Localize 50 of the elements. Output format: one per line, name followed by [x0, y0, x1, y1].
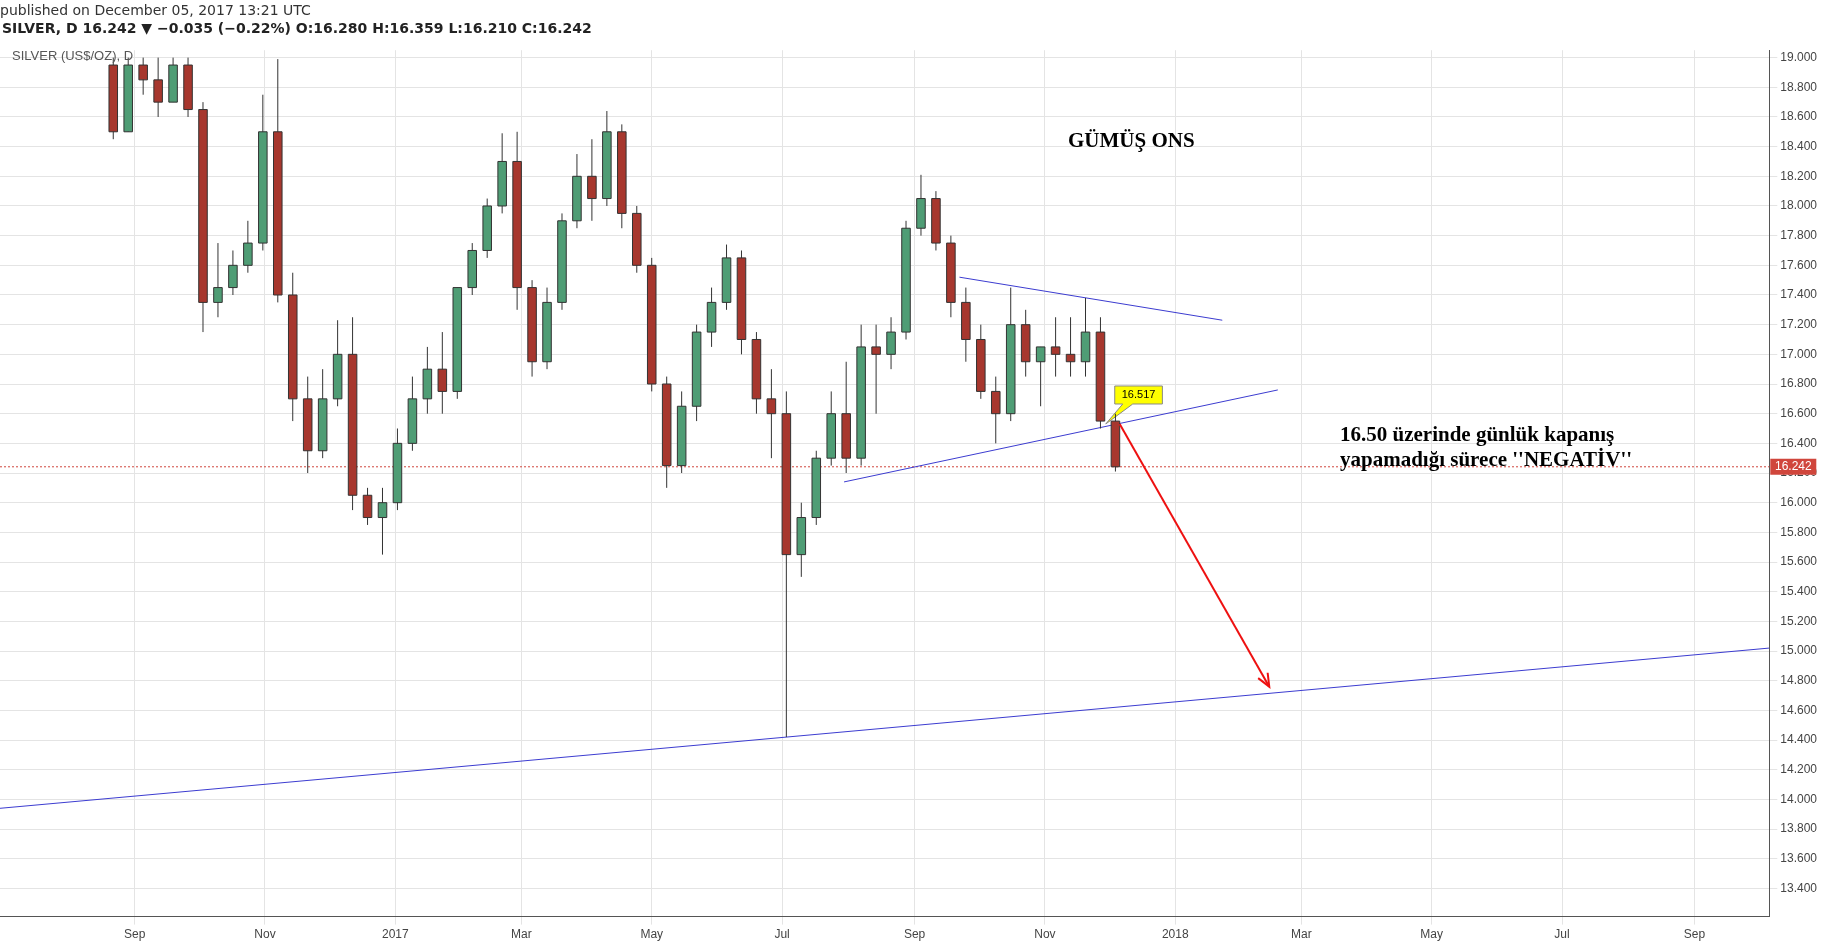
x-tick-label: Sep: [123, 927, 146, 942]
text: published on December 05, 2017 13:21 UTC: [0, 2, 311, 18]
chart-subtitle: SILVER (US$/OZ), D: [12, 48, 134, 63]
y-tick-label: 17.000: [1780, 346, 1818, 361]
x-tick-label: Jul: [1554, 927, 1570, 942]
x-tick-label: Nov: [254, 927, 276, 942]
y-tick-label: 16.800: [1780, 376, 1818, 391]
y-tick-label: 17.800: [1780, 227, 1818, 242]
chart-title: SILVER, D 16.242 ▼ −0.035 (−0.22%) O:16.280 H:16.359 L:16.210 C:16.242: [2, 20, 592, 36]
x-tick-label: May: [1420, 927, 1444, 942]
y-tick-label: 14.800: [1780, 673, 1818, 688]
y-tick-label: 17.200: [1780, 316, 1818, 331]
y-tick-label: 18.600: [1780, 109, 1818, 124]
y-tick-label: 15.800: [1780, 524, 1818, 539]
y-tick-label: 14.200: [1780, 762, 1818, 777]
y-tick-label: 15.400: [1780, 584, 1818, 599]
x-tick-label: May: [640, 927, 664, 942]
y-tick-label: 13.800: [1780, 821, 1818, 836]
y-tick-label: 18.400: [1780, 138, 1818, 153]
y-tick-label: 13.400: [1780, 880, 1818, 895]
y-tick-label: 15.000: [1780, 643, 1818, 658]
annotation: 16.517: [1121, 388, 1156, 401]
y-tick-label: 18.200: [1780, 168, 1818, 183]
candlestick: [153, 57, 163, 118]
annotation: GÜMÜŞ ONS: [1068, 128, 1195, 153]
y-tick-label: 15.200: [1780, 613, 1818, 628]
x-tick-label: 2017: [381, 927, 409, 942]
candlestick: [871, 324, 881, 415]
x-tick-label: Jul: [774, 927, 790, 942]
x-tick-label: Sep: [903, 927, 926, 942]
y-tick-label: 16.600: [1780, 405, 1818, 420]
annotation: 16.50 üzerinde günlük kapanış yapamadığı sürece ''NEGATİV'': [1340, 422, 1634, 472]
y-tick-label: 19.000: [1780, 49, 1818, 64]
x-tick-label: 2018: [1161, 927, 1189, 942]
y-tick-label: 16.400: [1780, 435, 1818, 450]
x-tick-label: Nov: [1034, 927, 1056, 942]
y-tick-label: 14.400: [1780, 732, 1818, 747]
y-tick-label: 14.600: [1780, 702, 1818, 717]
y-tick-label: 18.000: [1780, 198, 1818, 213]
x-tick-label: Mar: [511, 927, 532, 942]
y-tick-label: 17.400: [1780, 287, 1818, 302]
y-tick-label: 14.000: [1780, 791, 1818, 806]
y-tick-label: 16.000: [1780, 495, 1818, 509]
y-tick-label: 13.600: [1780, 851, 1818, 866]
candlestick: [213, 242, 223, 318]
x-tick-label: Mar: [1290, 927, 1312, 942]
x-tick-label: Sep: [1683, 927, 1706, 942]
y-tick-label: 17.600: [1780, 257, 1818, 272]
y-tick-label: 18.800: [1780, 79, 1818, 94]
y-tick-label: 15.600: [1780, 554, 1818, 569]
